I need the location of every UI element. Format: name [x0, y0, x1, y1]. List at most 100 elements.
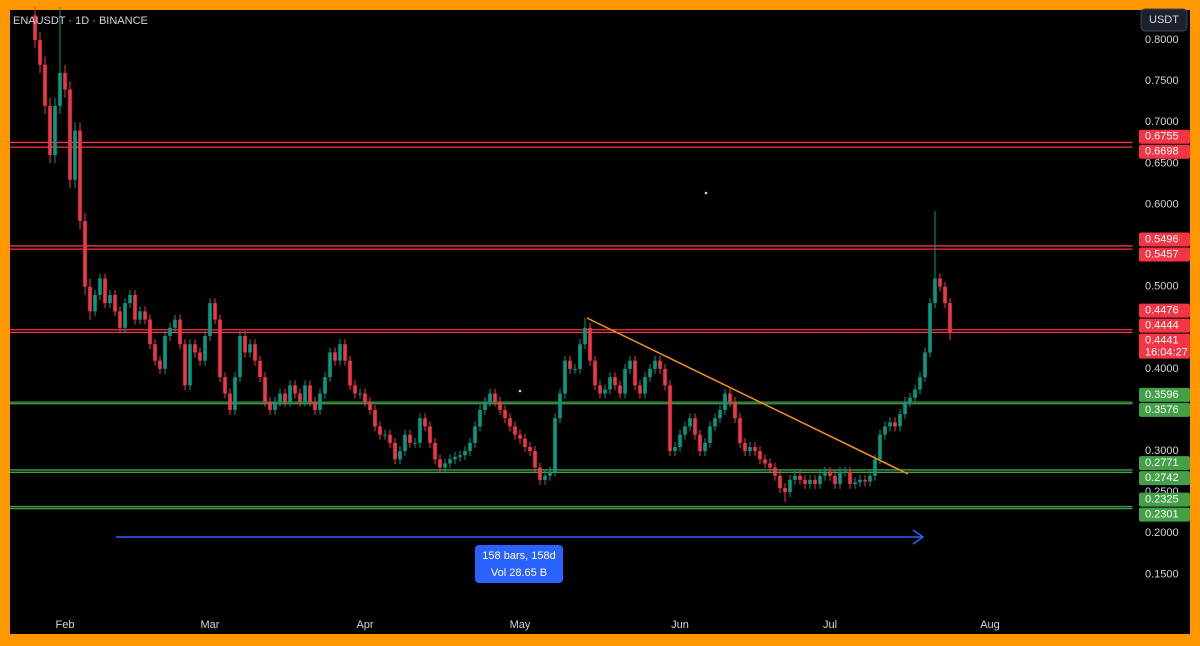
candle-body: [243, 336, 247, 353]
candle-body: [798, 475, 802, 480]
price-label: 0.6755: [1145, 131, 1179, 143]
price-label-bg: [1139, 144, 1190, 159]
candle-body: [538, 467, 542, 480]
currency-button[interactable]: [1140, 8, 1188, 32]
candle-body: [628, 360, 632, 369]
candle-body: [658, 360, 662, 369]
candle-body: [598, 385, 602, 394]
price-labels-layer: 0.6755 0.6698 0.5496 0.5457 0.4476 0.4444 0.44…: [1139, 129, 1190, 522]
candle-body: [378, 426, 382, 435]
candle-body: [53, 105, 57, 156]
candle-body: [83, 220, 87, 287]
candle-body: [138, 311, 142, 320]
candle-body: [493, 393, 497, 402]
candle-body: [518, 434, 522, 439]
candle-body: [673, 446, 677, 452]
candle-body: [48, 105, 52, 156]
candle-body: [648, 368, 652, 378]
candle-body: [158, 360, 162, 369]
price-label: 0.4444: [1145, 320, 1179, 332]
candle-body: [58, 72, 62, 106]
candle-body: [523, 438, 527, 447]
candle-body: [288, 385, 292, 402]
candle-body: [438, 459, 442, 468]
candle-body: [213, 303, 217, 320]
y-tick-label: 0.4000: [1145, 363, 1179, 375]
candle-body: [223, 377, 227, 394]
candle-body: [883, 426, 887, 435]
candle-body: [923, 352, 927, 378]
candle-body: [553, 418, 557, 472]
candle-body: [273, 401, 277, 410]
candle-body: [803, 479, 807, 484]
candle-body: [448, 459, 452, 464]
chart-background: [10, 10, 1190, 634]
candle-body: [903, 401, 907, 415]
price-label-bg: [1139, 232, 1190, 247]
candle-body: [918, 377, 922, 390]
candle-body: [348, 360, 352, 386]
y-tick-label: 0.7000: [1145, 116, 1179, 128]
candle-body: [428, 426, 432, 443]
candle-body: [503, 410, 507, 419]
currency-label: USDT: [1149, 14, 1179, 26]
candle-body: [98, 278, 102, 295]
candle-body: [88, 286, 92, 312]
candle-body: [218, 319, 222, 378]
price-label: 0.2742: [1145, 472, 1179, 484]
candle-body: [858, 479, 862, 483]
candle-body: [208, 303, 212, 337]
candle-body: [78, 130, 82, 221]
candle-body: [73, 130, 77, 180]
measure-box: [475, 545, 563, 583]
price-label-bg: [1139, 247, 1190, 262]
candle-body: [573, 368, 577, 370]
candle-body: [808, 479, 812, 484]
candle-body: [308, 385, 312, 402]
price-label-bg: [1139, 318, 1190, 333]
axis-layer: 0.8000 0.7500 0.7000 0.6500 0.6000 0.5000 0.40…: [56, 34, 1179, 631]
candle-body: [488, 393, 492, 402]
candle-body: [188, 344, 192, 386]
price-label-bg: [1139, 402, 1190, 417]
x-tick-label: Feb: [56, 619, 75, 631]
candle-body: [753, 446, 757, 452]
candle-body: [878, 434, 882, 460]
candle-body: [748, 446, 752, 452]
candle-body: [418, 418, 422, 443]
candle-body: [123, 303, 127, 328]
candle-body: [68, 89, 72, 180]
y-tick-label: 0.2000: [1145, 527, 1179, 539]
candle-body: [463, 451, 467, 456]
candle-body: [718, 410, 722, 419]
price-label-bg: [1139, 456, 1190, 471]
price-label: 0.3596: [1145, 389, 1179, 401]
candle-body: [153, 344, 157, 361]
candle-body: [703, 442, 707, 452]
candle-body: [233, 377, 237, 410]
candle-body: [588, 327, 592, 361]
candle-body: [908, 397, 912, 402]
candle-body: [928, 303, 932, 353]
candle-body: [548, 471, 552, 476]
candle-body: [113, 294, 117, 312]
candle-body: [698, 434, 702, 452]
candle-body: [198, 352, 202, 361]
price-label: 0.6698: [1145, 146, 1179, 158]
candle-body: [938, 278, 942, 287]
candle-body: [583, 327, 587, 345]
candle-body: [638, 385, 642, 394]
y-tick-label: 0.6500: [1145, 157, 1179, 169]
candle-body: [423, 418, 427, 427]
candle-body: [688, 418, 692, 427]
candle-body: [228, 393, 232, 410]
candle-body: [283, 393, 287, 402]
candle-body: [948, 303, 952, 333]
candle-body: [38, 40, 42, 65]
chart-title: ENAUSDT · 1D · BINANCE: [13, 15, 148, 27]
candle-body: [338, 344, 342, 361]
candle-body: [558, 393, 562, 419]
candle-body: [398, 451, 402, 460]
candle-body: [823, 471, 827, 476]
